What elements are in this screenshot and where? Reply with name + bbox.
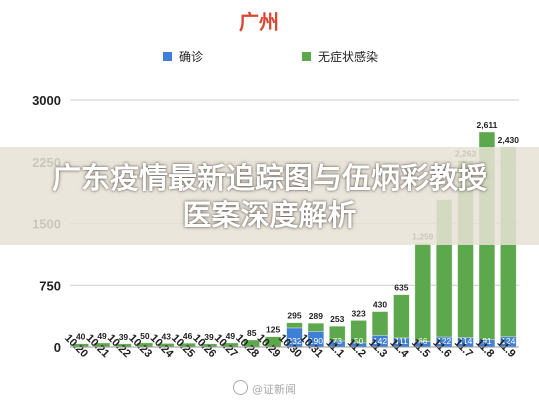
data-label-total: 323 (352, 308, 366, 318)
legend-swatch (302, 52, 311, 61)
data-label-confirmed: 91 (482, 336, 492, 346)
data-label-confirmed: 190 (309, 336, 323, 346)
legend-swatch (163, 52, 172, 61)
watermark-text: @证新闻 (252, 383, 296, 396)
data-label-confirmed: 142 (373, 336, 387, 346)
data-label-total: 430 (373, 300, 387, 310)
data-label-total: 39 (204, 332, 214, 342)
data-label-total: 49 (97, 331, 107, 341)
chart-title: 广州 (239, 10, 279, 34)
data-label-confirmed: 66 (418, 336, 428, 346)
data-label-total: 49 (226, 331, 236, 341)
bar-segment (307, 322, 325, 332)
data-label-confirmed: 50 (354, 336, 364, 346)
data-label-total: 2,430 (498, 135, 520, 145)
data-label-total: 2,611 (477, 120, 498, 130)
data-label-total: 43 (161, 331, 171, 341)
data-label-total: 46 (183, 331, 193, 341)
data-label-total: 85 (247, 328, 257, 338)
legend-label: 确诊 (179, 50, 203, 64)
data-label-total: 253 (330, 314, 344, 324)
data-label-total: 50 (140, 331, 150, 341)
data-label-confirmed: 124 (501, 336, 515, 346)
data-label-total: 635 (394, 283, 408, 293)
data-label-confirmed: 73 (333, 336, 343, 346)
bar-segment (414, 243, 431, 342)
data-label-confirmed: 111 (395, 336, 408, 346)
data-label-confirmed: 232 (287, 336, 301, 346)
legend-label: 无症状感染 (318, 49, 378, 64)
overlay-title-line2: 医案深度解析 (182, 198, 357, 232)
overlay-title: 广东疫情最新追踪图与伍炳彩教授 医案深度解析 (0, 160, 539, 234)
watermark: @证新闻 (233, 380, 343, 397)
x-tick-label: 10.20 (62, 332, 90, 360)
data-label-total: 40 (76, 332, 86, 342)
y-tick-label: 750 (39, 278, 61, 293)
data-label-confirmed: 114 (459, 336, 473, 346)
y-tick-label: 0 (54, 340, 61, 355)
bar-segment (393, 294, 410, 339)
bar-segment (350, 320, 367, 344)
data-label-total: 39 (119, 332, 129, 342)
data-label-confirmed: 122 (437, 336, 451, 346)
title-overlay (0, 147, 539, 245)
bar-segment (286, 322, 303, 329)
y-tick-label: 3000 (32, 93, 61, 108)
overlay-title-line1: 广东疫情最新追踪图与伍炳彩教授 (51, 161, 487, 195)
data-label-total: 289 (309, 311, 323, 321)
data-label-total: 295 (287, 311, 301, 321)
bar-segment (371, 311, 389, 336)
data-label-total: 125 (266, 325, 280, 335)
bar-segment (329, 325, 346, 342)
watermark-icon (233, 380, 248, 395)
